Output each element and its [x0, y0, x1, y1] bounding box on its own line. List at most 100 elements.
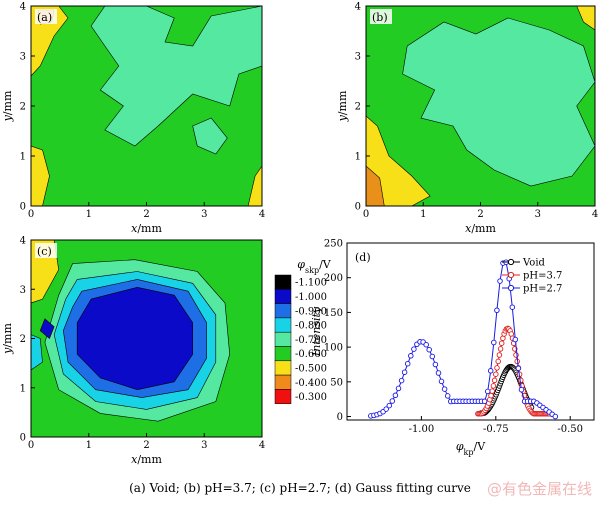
data-point [398, 377, 405, 384]
legend-item [502, 284, 520, 292]
x-tick-label: 0 [28, 209, 34, 220]
data-point [404, 360, 411, 367]
data-point [441, 386, 448, 392]
colorbar-label: -0.300 [295, 392, 327, 403]
watermark: @有色金属在线 [487, 480, 592, 498]
colorbar-swatch [274, 360, 292, 376]
y-tick-label: 1 [20, 383, 26, 394]
colorbar-label: -0.800 [295, 321, 327, 332]
data-point [423, 341, 429, 348]
colorbar-swatch [274, 374, 292, 390]
contour-panel-1 [30, 5, 263, 207]
colorbar-label: -0.600 [295, 349, 327, 360]
data-point [432, 361, 439, 368]
y-tick-label: 0 [20, 433, 26, 444]
data-point [481, 398, 488, 405]
contour-panel-2 [365, 5, 596, 207]
x-tick-label: 1 [86, 440, 92, 451]
panel-label: (d) [355, 251, 371, 264]
yellow-region [247, 165, 262, 206]
x-axis-label: x/mm [465, 222, 496, 235]
data-point [489, 388, 495, 394]
orange-region [366, 165, 385, 206]
y-tick-label: 4 [20, 236, 26, 247]
data-point [490, 383, 497, 389]
x-axis-label: φkp/V [456, 440, 486, 457]
data-point [491, 377, 498, 384]
contour-level-1.000 [39, 318, 55, 340]
series-ph27 [368, 259, 559, 420]
x-tick-label: 3 [201, 209, 207, 220]
colorbar-label: -1.100 [295, 278, 327, 289]
legend-label: pH=3.7 [523, 271, 562, 282]
yellow-region [31, 145, 50, 206]
colorbar-swatch [274, 346, 292, 362]
x-tick-label: 0 [28, 440, 34, 451]
panel-label: (c) [37, 245, 52, 258]
y-tick-label: 3 [355, 52, 361, 63]
x-tick-label: -0.50 [557, 424, 583, 435]
y-tick-label: 4 [20, 2, 26, 13]
data-point [509, 304, 516, 310]
x-axis-label: x/mm [131, 222, 162, 235]
panel-label-bg [370, 9, 392, 24]
figure-caption: (a) Void; (b) pH=3.7; (c) pH=2.7; (d) Ga… [129, 481, 471, 495]
contour-fill [31, 6, 262, 206]
yellow-region [576, 6, 595, 31]
x-tick-label: 2 [477, 209, 483, 220]
y-tick-label: 1 [355, 152, 361, 163]
legend-marker [507, 271, 515, 279]
y-tick-label: 100 [324, 343, 343, 354]
data-point [518, 386, 525, 393]
data-point [515, 365, 522, 372]
colorbar-swatch [274, 274, 292, 290]
y-tick-label: 2 [355, 102, 361, 113]
data-point [494, 365, 500, 371]
colorbar-swatch [274, 331, 292, 347]
data-point [411, 346, 417, 352]
colorbar-label: -0.500 [295, 363, 327, 374]
data-point [408, 353, 414, 359]
x-tick-label: 1 [420, 209, 426, 220]
colorbar-label: -0.700 [295, 335, 327, 346]
y-tick-label: 2 [20, 102, 26, 113]
data-point [498, 340, 505, 346]
colorbar-label: -0.400 [295, 378, 327, 389]
legend-label: pH=2.7 [523, 284, 562, 295]
legend-marker [507, 258, 515, 266]
y-tick-label: 4 [355, 2, 361, 13]
x-tick-label: 4 [592, 209, 598, 220]
light-green-region [402, 17, 595, 187]
data-point [389, 398, 396, 404]
x-tick-label: 4 [259, 440, 265, 451]
colorbar-label: -0.900 [295, 306, 327, 317]
y-tick-label: 150 [324, 308, 343, 319]
x-tick-label: -0.75 [483, 424, 509, 435]
contour-fill [366, 6, 595, 206]
colorbar-swatch [274, 289, 292, 304]
panel-label-bg [35, 243, 57, 258]
data-point [488, 392, 494, 399]
panel-label: (b) [372, 11, 388, 24]
x-tick-label: 3 [535, 209, 541, 220]
data-point [438, 378, 445, 385]
y-tick-label: 0 [337, 412, 343, 423]
data-point [484, 388, 491, 395]
data-point [487, 368, 494, 374]
data-point [429, 353, 436, 360]
data-point [426, 346, 432, 353]
y-tick-label: 3 [20, 285, 26, 296]
legend-item [502, 258, 520, 266]
y-axis-label: Intensity [310, 306, 323, 357]
data-point [395, 385, 402, 392]
contour-panel-3 [30, 239, 263, 438]
contour-level-1.000 [76, 286, 193, 391]
y-tick-label: 1 [20, 152, 26, 163]
data-point [383, 406, 389, 412]
data-point [552, 413, 559, 420]
gauss-panel [346, 242, 595, 421]
colorbar-swatch [274, 303, 292, 319]
light-green-region [90, 6, 262, 147]
legend-label: Void [522, 258, 546, 269]
